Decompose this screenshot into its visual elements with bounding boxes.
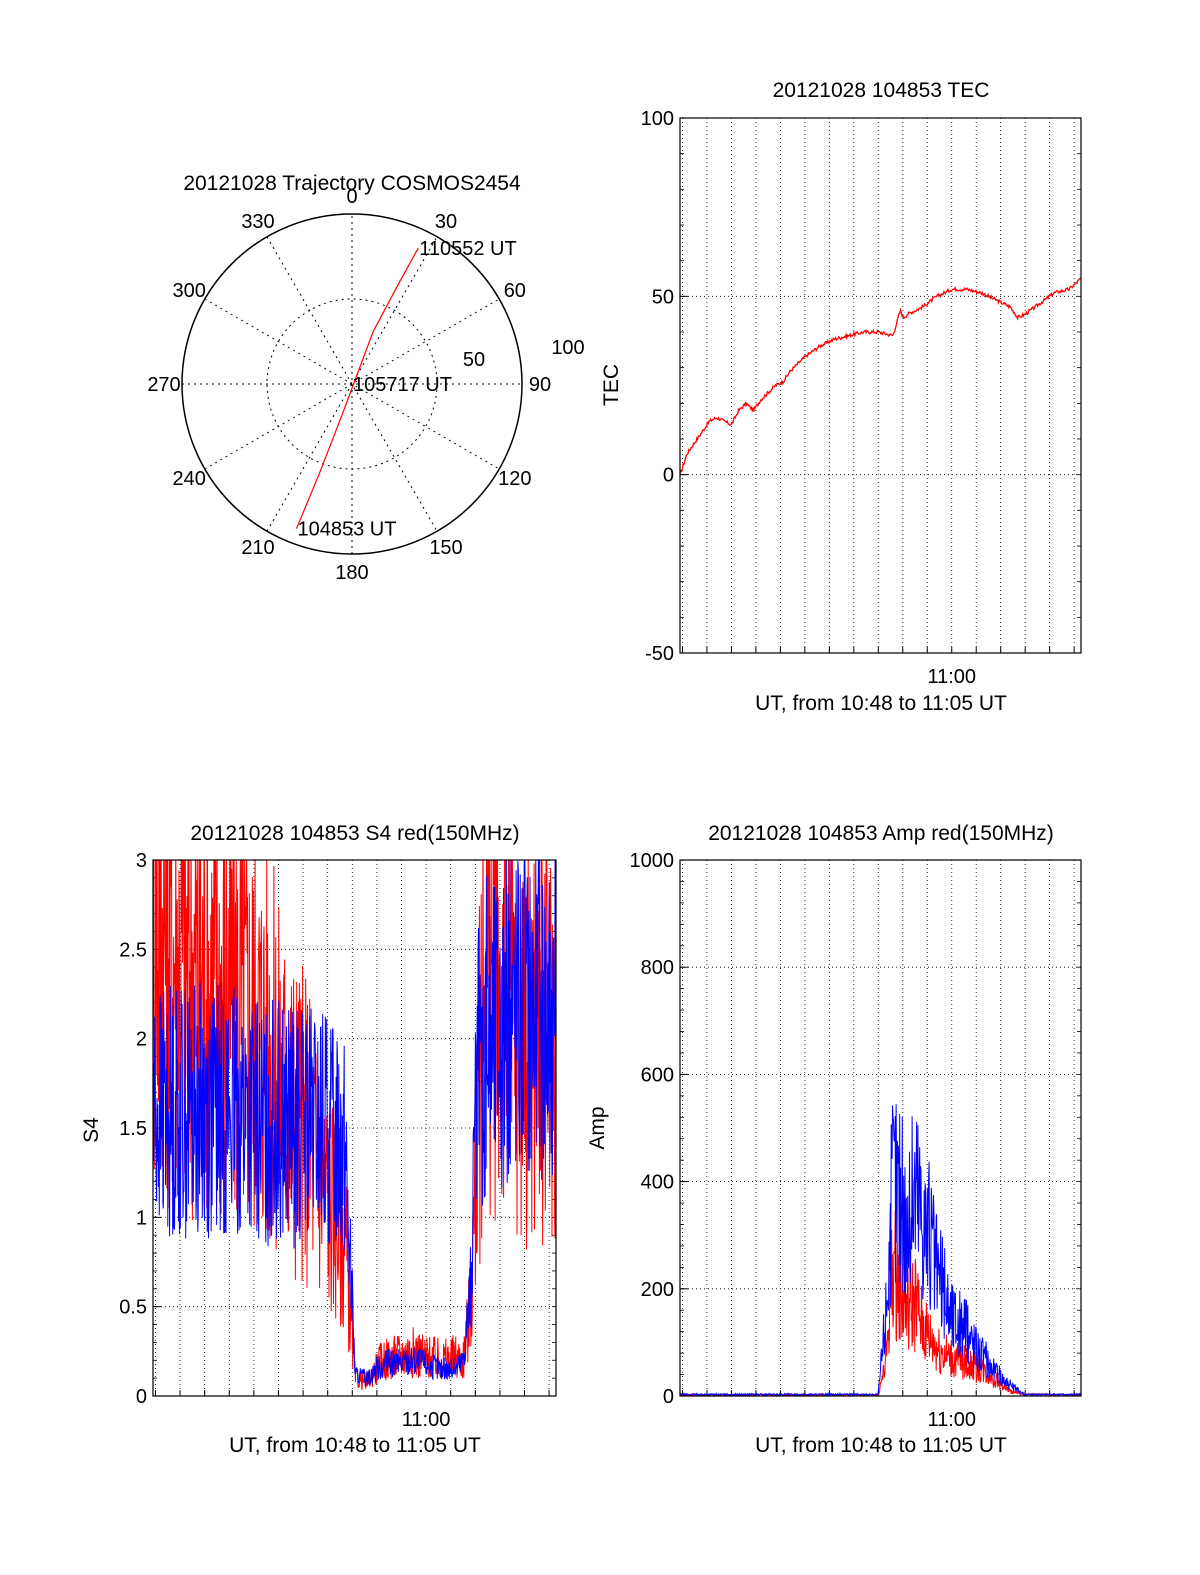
polar-angle-label: 180 <box>335 562 368 584</box>
polar-angle-label: 330 <box>241 211 274 233</box>
y-tick-label: 600 <box>641 1064 674 1086</box>
y-tick-label: 2.5 <box>119 939 147 961</box>
s4-title: 20121028 104853 S4 red(150MHz) <box>190 822 519 845</box>
polar-grid <box>181 213 523 555</box>
series-line-blue <box>680 1104 1081 1396</box>
s4-xlabel: UT, from 10:48 to 11:05 UT <box>229 1434 481 1457</box>
polar-ring-label: 50 <box>463 349 485 371</box>
y-tick-label: 0.5 <box>119 1297 147 1319</box>
polar-spoke-150 <box>266 236 438 532</box>
y-tick-label: 200 <box>641 1279 674 1301</box>
y-tick-label: 0 <box>663 1386 674 1408</box>
trajectory-time-label: 105717 UT <box>353 374 452 396</box>
s4-plot: 20121028 104853 S4 red(150MHz) UT, from … <box>80 822 557 1457</box>
y-tick-label: -50 <box>645 643 674 665</box>
polar-angle-label: 120 <box>498 468 531 490</box>
y-tick-label: 0 <box>663 465 674 487</box>
tec-plot: 20121028 104853 TEC UT, from 10:48 to 11… <box>600 79 1082 715</box>
polar-angle-label: 300 <box>172 280 205 302</box>
polar-angle-label: 60 <box>504 280 526 302</box>
polar-labels: 0 30 60 90 120 150 180 210 240 270 300 330 50 100 1048… <box>147 186 584 584</box>
polar-series <box>295 247 419 529</box>
series-line-red <box>680 277 1081 474</box>
amp-xlabel: UT, from 10:48 to 11:05 UT <box>755 1434 1007 1457</box>
amp-title: 20121028 104853 Amp red(150MHz) <box>708 822 1054 845</box>
polar-angle-label: 270 <box>147 374 180 396</box>
amp-plot: 20121028 104853 Amp red(150MHz) UT, from… <box>586 822 1082 1457</box>
s4-ylabel: S4 <box>80 1117 103 1143</box>
y-tick-label: 1000 <box>630 850 675 872</box>
polar-ring-label: 100 <box>551 337 584 359</box>
tec-ylabel: TEC <box>600 364 623 406</box>
x-tick-label: 11:00 <box>402 1409 451 1431</box>
polar-angle-label: 0 <box>346 186 357 208</box>
polar-angle-label: 210 <box>241 537 274 559</box>
y-tick-label: 3 <box>136 850 147 872</box>
polar-angle-label: 30 <box>435 211 457 233</box>
y-tick-label: 1 <box>136 1207 147 1229</box>
y-tick-label: 0 <box>136 1386 147 1408</box>
trajectory-time-label: 104853 UT <box>297 519 396 541</box>
y-tick-label: 800 <box>641 957 674 979</box>
plot-frame <box>679 859 1082 1397</box>
x-tick-label: 11:00 <box>927 666 976 688</box>
trajectory-title: 20121028 Trajectory COSMOS2454 <box>183 172 521 195</box>
y-tick-label: 50 <box>652 286 674 308</box>
polar-angle-label: 90 <box>529 374 551 396</box>
trajectory-line <box>295 247 419 529</box>
y-tick-label: 2 <box>136 1029 147 1051</box>
trajectory-time-label: 110552 UT <box>419 238 516 260</box>
y-tick-label: 100 <box>641 108 674 130</box>
trajectory-polar-plot: 20121028 Trajectory COSMOS2454 0 30 60 90 12… <box>147 172 584 584</box>
series-line-blue <box>153 860 556 1387</box>
polar-angle-label: 150 <box>429 537 462 559</box>
y-tick-label: 400 <box>641 1172 674 1194</box>
y-tick-label: 1.5 <box>119 1118 147 1140</box>
polar-angle-label: 240 <box>172 468 205 490</box>
amp-ylabel: Amp <box>586 1106 609 1149</box>
x-tick-label: 11:00 <box>927 1409 976 1431</box>
tec-xlabel: UT, from 10:48 to 11:05 UT <box>755 692 1007 715</box>
plot-frame <box>152 859 557 1397</box>
plot-frame <box>679 117 1082 654</box>
tec-title: 20121028 104853 TEC <box>773 79 990 102</box>
